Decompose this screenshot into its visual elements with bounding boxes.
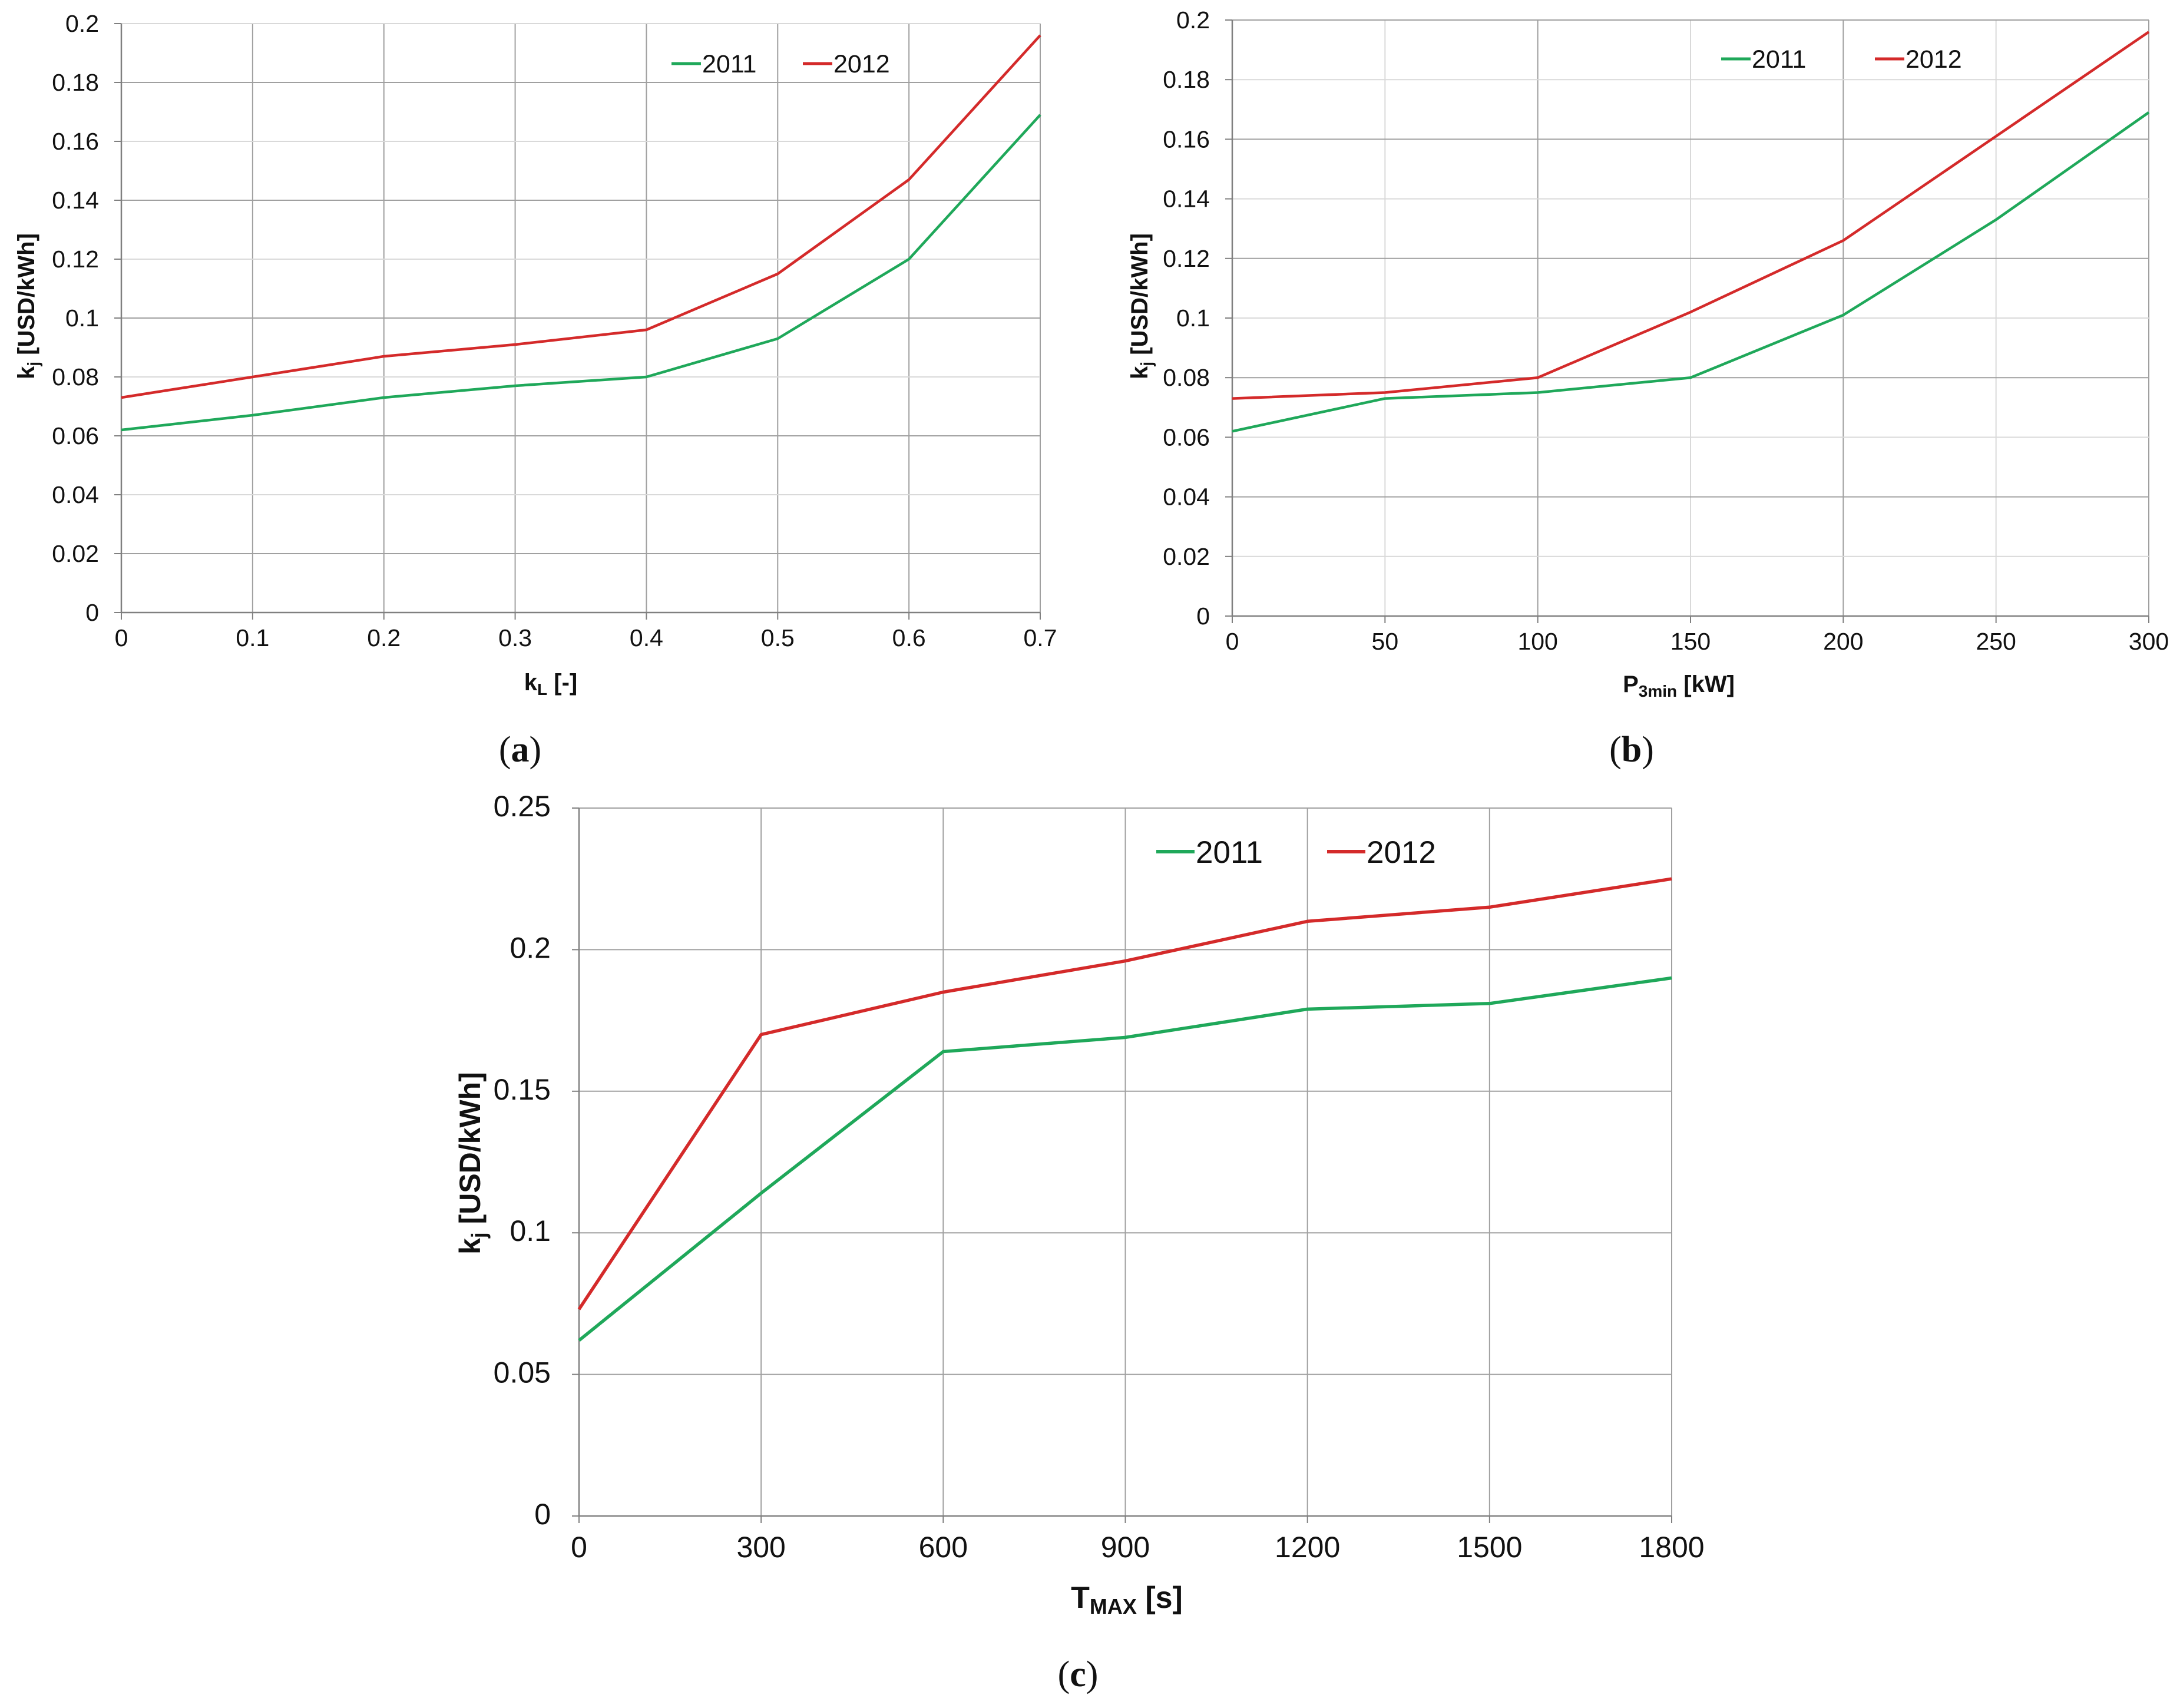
y-tick-label: 0.02 [1163,543,1210,570]
x-tick-label: 300 [2129,628,2169,655]
y-tick-label: 0.12 [1163,245,1210,272]
y-tick-label: 0.08 [1163,364,1210,391]
chart-b: 0 50 100 150 200 250 300 0 0.02 0.04 0.06 0.08 0.1 0.… [1127,6,2169,770]
chart-c-x-axis-label: TMAX [s] [1071,1581,1183,1618]
x-tick-label: 0 [115,624,128,651]
legend-2011-label: 2011 [702,50,756,78]
series-line-2011 [578,976,1672,1342]
chart-c-tick-labels: 0 300 600 900 1200 1500 1800 0 0.05 0.1 0.15 0.2 0.2… [494,790,1705,1564]
series-line-2012 [1232,31,2150,400]
y-tick-label: 0.04 [1163,484,1210,511]
chart-b-grid [1225,19,2149,623]
x-tick-label: 0.6 [892,624,926,651]
legend-2011-label: 2011 [1196,835,1263,870]
chart-a-x-axis-label: kL [-] [524,670,577,699]
y-tick-label: 0.04 [52,481,99,508]
y-tick-label: 0.06 [52,422,99,449]
series-line-2012 [121,34,1041,399]
chart-c-y-axis-label: kj [USD/kWh] [454,1072,491,1254]
x-tick-label: 300 [736,1531,785,1564]
chart-b-legend: 2011 2012 [1721,45,1962,74]
y-tick-label: 0.06 [1163,423,1210,451]
y-tick-label: 0 [85,599,99,626]
panel-a-label: (a) [499,730,541,770]
chart-b-lines [1232,31,2150,433]
x-tick-label: 900 [1101,1531,1150,1564]
chart-c-legend: 2011 2012 [1156,835,1436,870]
x-tick-label: 50 [1372,628,1399,655]
chart-b-x-axis-label: P3min [kW] [1623,671,1735,700]
chart-a-legend: 2011 2012 [671,50,890,78]
y-tick-label: 0.02 [52,540,99,567]
x-tick-label: 0.7 [1024,624,1057,651]
chart-a-lines [121,34,1041,432]
legend-2011-label: 2011 [1752,45,1806,74]
x-tick-label: 1800 [1639,1531,1704,1564]
x-tick-label: 1500 [1457,1531,1522,1564]
chart-c: 0 300 600 900 1200 1500 1800 0 0.05 0.1 0.15 0.2 0.2… [454,790,1705,1694]
x-tick-label: 0 [1226,628,1239,655]
y-tick-label: 0.15 [494,1073,551,1106]
x-tick-label: 1200 [1275,1531,1340,1564]
x-tick-label: 600 [919,1531,968,1564]
y-tick-label: 0.1 [65,304,99,332]
series-line-2011 [1232,111,2150,433]
y-tick-label: 0.1 [510,1214,551,1247]
y-tick-label: 0.16 [52,128,99,155]
y-tick-label: 0 [534,1498,551,1531]
chart-a-tick-labels: 0 0.1 0.2 0.3 0.4 0.5 0.6 0.7 0 0.02 0.04 0.06 0.08 0… [52,10,1057,651]
x-tick-label: 150 [1670,628,1711,655]
x-tick-label: 0.5 [761,624,795,651]
x-tick-label: 250 [1976,628,2016,655]
y-tick-label: 0.2 [65,10,99,37]
legend-2012-label: 2012 [1906,45,1962,74]
x-tick-label: 200 [1823,628,1863,655]
x-tick-label: 0.4 [630,624,663,651]
chart-b-y-axis-label: kj [USD/kWh] [1127,233,1156,379]
chart-c-lines [577,877,1672,1342]
series-line-2012 [577,877,1672,1310]
x-tick-label: 0.2 [367,624,401,651]
chart-a-grid [114,23,1041,620]
chart-b-tick-labels: 0 50 100 150 200 250 300 0 0.02 0.04 0.06 0.08 0.1 0.… [1163,6,2169,655]
panel-b-label: (b) [1609,730,1654,770]
chart-c-grid [572,807,1672,1523]
panel-c-label: (c) [1058,1654,1099,1694]
y-tick-label: 0.16 [1163,125,1210,153]
legend-2012-label: 2012 [833,50,890,78]
y-tick-label: 0.18 [52,69,99,96]
x-tick-label: 0.3 [498,624,532,651]
y-tick-label: 0.2 [510,931,551,964]
x-tick-label: 0 [571,1531,587,1564]
y-tick-label: 0.14 [52,187,99,214]
y-tick-label: 0.2 [1176,6,1210,34]
y-tick-label: 0.08 [52,363,99,390]
chart-a-y-axis-label: kj [USD/kWh] [14,233,42,379]
y-tick-label: 0.14 [1163,186,1210,213]
series-line-2011 [121,114,1041,432]
x-tick-label: 0.1 [236,624,269,651]
x-tick-label: 100 [1517,628,1557,655]
y-tick-label: 0.12 [52,246,99,273]
y-tick-label: 0 [1196,603,1210,630]
chart-a: 0 0.1 0.2 0.3 0.4 0.5 0.6 0.7 0 0.02 0.04 0.06 0.08 0… [14,10,1057,770]
y-tick-label: 0.18 [1163,66,1210,93]
legend-2012-label: 2012 [1367,835,1436,870]
y-tick-label: 0.1 [1176,304,1210,332]
y-tick-label: 0.05 [494,1356,551,1389]
y-tick-label: 0.25 [494,790,551,823]
